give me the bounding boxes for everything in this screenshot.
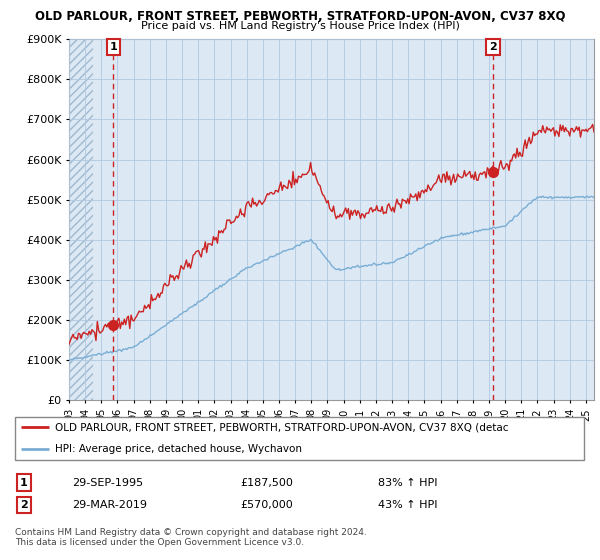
- Text: 43% ↑ HPI: 43% ↑ HPI: [378, 500, 437, 510]
- Text: 83% ↑ HPI: 83% ↑ HPI: [378, 478, 437, 488]
- Bar: [69, 39, 93, 400]
- Text: 1: 1: [20, 478, 28, 488]
- Text: £570,000: £570,000: [240, 500, 293, 510]
- Text: 29-SEP-1995: 29-SEP-1995: [72, 478, 143, 488]
- Text: 2: 2: [489, 42, 497, 52]
- Text: HPI: Average price, detached house, Wychavon: HPI: Average price, detached house, Wych…: [55, 444, 302, 454]
- Text: Price paid vs. HM Land Registry's House Price Index (HPI): Price paid vs. HM Land Registry's House …: [140, 21, 460, 31]
- FancyBboxPatch shape: [15, 417, 584, 460]
- Text: 29-MAR-2019: 29-MAR-2019: [72, 500, 147, 510]
- Text: £187,500: £187,500: [240, 478, 293, 488]
- Text: 1: 1: [110, 42, 117, 52]
- Text: Contains HM Land Registry data © Crown copyright and database right 2024.
This d: Contains HM Land Registry data © Crown c…: [15, 528, 367, 547]
- Text: OLD PARLOUR, FRONT STREET, PEBWORTH, STRATFORD-UPON-AVON, CV37 8XQ: OLD PARLOUR, FRONT STREET, PEBWORTH, STR…: [35, 10, 565, 23]
- Text: 2: 2: [20, 500, 28, 510]
- Text: OLD PARLOUR, FRONT STREET, PEBWORTH, STRATFORD-UPON-AVON, CV37 8XQ (detac: OLD PARLOUR, FRONT STREET, PEBWORTH, STR…: [55, 422, 509, 432]
